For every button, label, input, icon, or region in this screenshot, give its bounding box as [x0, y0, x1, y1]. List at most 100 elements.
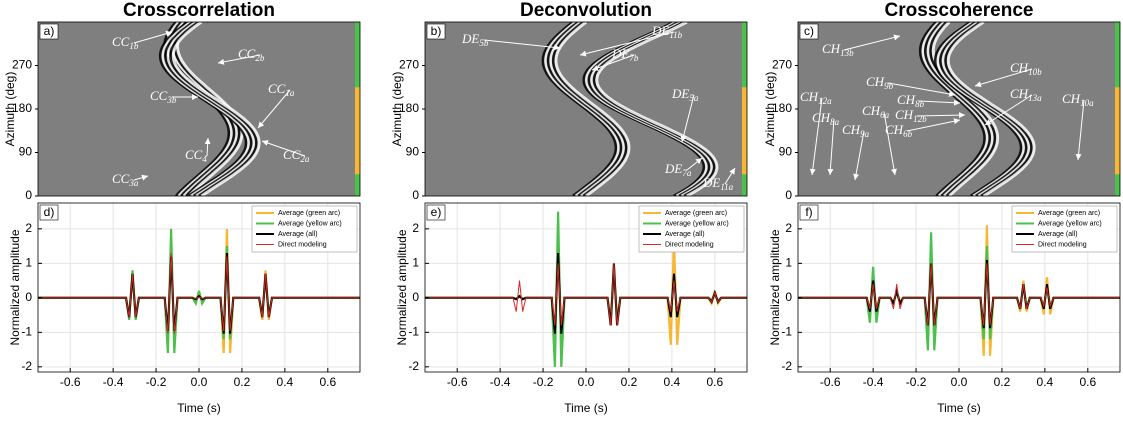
- y-tick-label: -1: [408, 325, 419, 339]
- annotation: CH6b: [885, 122, 913, 139]
- annotation-arrow: [906, 118, 961, 132]
- annotation-arrow: [809, 97, 823, 176]
- annotation-arrow: [724, 167, 736, 185]
- x-tick-label: -0.6: [447, 375, 468, 389]
- y-tick-label: -2: [781, 359, 792, 373]
- annotation-text: CH: [897, 92, 916, 107]
- y-tick-label: 2: [412, 221, 419, 235]
- wavefront: [926, 22, 995, 196]
- legend-label: Average (yellow arc): [1038, 220, 1102, 227]
- y-axis-label: Normalized amplitude: [768, 229, 782, 345]
- legend-label: Direct modeling: [665, 241, 714, 248]
- annotation-sub: 1b: [129, 41, 139, 51]
- annotation-sub: 5a: [689, 93, 699, 103]
- y-tick-label: 0: [412, 188, 419, 202]
- annotation: DE7b: [611, 46, 639, 63]
- chart-title: Crosscoherence: [885, 0, 1034, 21]
- wavefront: [546, 22, 623, 196]
- panel-label: c): [804, 24, 814, 38]
- x-tick-label: 0.0: [191, 375, 208, 389]
- x-tick-label: 0.2: [621, 375, 638, 389]
- image-background: [38, 22, 360, 196]
- annotation-text: CH: [885, 122, 904, 137]
- wavefront: [544, 22, 621, 196]
- annotation: CH8b: [897, 92, 925, 109]
- annotation-text: CC: [283, 147, 301, 162]
- annotation-arrow: [686, 157, 703, 171]
- wavefront: [171, 22, 261, 196]
- annotation-arrow: [916, 112, 966, 119]
- annotation-text: DE: [671, 86, 689, 101]
- annotation: DE5b: [461, 31, 489, 48]
- y-tick-label: 2: [785, 221, 792, 235]
- annotation-text: CH: [812, 110, 831, 125]
- legend-label: Direct modeling: [278, 241, 327, 248]
- annotation-sub: 12b: [913, 114, 927, 124]
- legend-label: Average (all): [1038, 231, 1078, 238]
- axes-frame: [37, 21, 361, 197]
- panel-label-box: [799, 23, 819, 40]
- y-tick-label: 90: [406, 145, 420, 159]
- annotation-text: CC: [150, 88, 168, 103]
- y-tick-label: 180: [772, 101, 792, 115]
- x-tick-label: 0.0: [951, 375, 968, 389]
- x-axis-label: Time (s): [937, 401, 981, 415]
- annotation-sub: 7b: [629, 53, 639, 63]
- annotation: CC3a: [112, 171, 139, 188]
- annotation-arrow: [680, 94, 695, 143]
- annotation-arrow: [1075, 99, 1085, 161]
- annotation-arrow: [984, 94, 1033, 126]
- annotation: DE11b: [651, 23, 683, 40]
- x-tick-label: 0.6: [706, 375, 723, 389]
- annotation: CH12a: [800, 89, 832, 106]
- x-tick-label: 0.0: [578, 375, 595, 389]
- arc-bar-yellow: [355, 87, 360, 175]
- annotation: CH6a: [862, 103, 890, 120]
- y-tick-label: 270: [772, 58, 792, 72]
- annotation-text: CC: [268, 81, 286, 96]
- panel-label: f): [805, 205, 812, 219]
- annotation-text: CH: [862, 103, 881, 118]
- y-tick-label: 90: [19, 145, 33, 159]
- y-tick-label: 180: [399, 101, 419, 115]
- annotation: CH13a: [1010, 86, 1042, 103]
- annotation-arrow: [887, 82, 956, 97]
- y-tick-label: 1: [785, 256, 792, 270]
- image-background: [798, 22, 1120, 196]
- annotation-sub: 9a: [860, 129, 870, 139]
- annotation-text: CH: [842, 122, 861, 137]
- series-line: [38, 252, 360, 334]
- annotation-sub: 11b: [669, 30, 682, 40]
- annotation-arrow: [133, 174, 149, 181]
- y-tick-label: -2: [21, 359, 32, 373]
- annotation: CH9b: [866, 74, 894, 91]
- y-tick-label: 0: [25, 188, 32, 202]
- y-axis-label: Azimuth (deg): [390, 72, 404, 147]
- y-axis-label: Azimuth (deg): [3, 72, 17, 147]
- wavefront: [554, 22, 631, 196]
- annotation: DE7a: [664, 161, 692, 178]
- y-tick-label: 0: [785, 188, 792, 202]
- annotation-text: CH: [822, 41, 841, 56]
- annotation-arrow: [843, 34, 901, 51]
- x-tick-label: -0.2: [146, 375, 167, 389]
- y-axis-label: Normalized amplitude: [8, 229, 22, 345]
- y-tick-label: 1: [25, 256, 32, 270]
- legend-label: Average (yellow arc): [278, 220, 342, 227]
- annotation-text: CC: [238, 46, 256, 61]
- annotation-sub: 4: [202, 154, 207, 164]
- annotation-sub: 13a: [1028, 93, 1042, 103]
- annotation-arrow: [974, 68, 1033, 88]
- annotation: DE5a: [671, 86, 699, 103]
- annotation-arrow: [133, 30, 173, 44]
- annotation-sub: 5b: [479, 38, 489, 48]
- annotation-sub: 3a: [128, 178, 139, 188]
- annotation-text: DE: [611, 46, 629, 61]
- legend-label: Average (green arc): [665, 210, 727, 217]
- wavefront: [551, 22, 628, 196]
- x-tick-label: 0.2: [994, 375, 1011, 389]
- y-tick-label: -1: [781, 325, 792, 339]
- series-line: [425, 263, 747, 326]
- annotation: DE11a: [702, 175, 734, 192]
- annotation-text: DE: [651, 23, 669, 38]
